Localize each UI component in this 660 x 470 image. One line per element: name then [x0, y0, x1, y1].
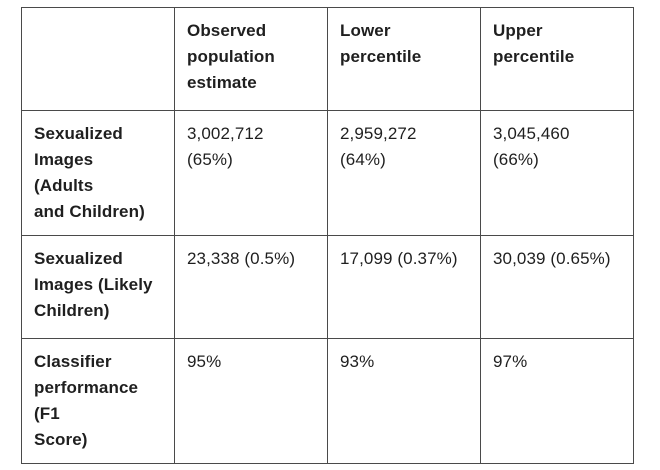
- column-header-upper-percentile: Upper percentile: [480, 7, 634, 111]
- results-table-container: Observed population estimate Lower perce…: [21, 7, 634, 464]
- population-estimate-table: Observed population estimate Lower perce…: [21, 7, 634, 464]
- cell-classifier-upper: 97%: [480, 338, 634, 464]
- cell-adults-children-upper: 3,045,460 (66%): [480, 110, 634, 236]
- cell-classifier-lower: 93%: [327, 338, 481, 464]
- cell-adults-children-lower: 2,959,272 (64%): [327, 110, 481, 236]
- column-header-lower-percentile: Lower percentile: [327, 7, 481, 111]
- row-header-classifier-performance-f1-score: Classifier performance (F1 Score): [21, 338, 175, 464]
- cell-likely-children-upper: 30,039 (0.65%): [480, 235, 634, 339]
- column-header-empty: [21, 7, 175, 111]
- row-header-sexualized-images-likely-children: Sexualized Images (Likely Children): [21, 235, 175, 339]
- cell-likely-children-lower: 17,099 (0.37%): [327, 235, 481, 339]
- table-row-sexualized-images-likely-children: Sexualized Images (Likely Children) 23,3…: [21, 235, 634, 339]
- column-header-observed-population-estimate: Observed population estimate: [174, 7, 328, 111]
- table-row-sexualized-images-adults-children: Sexualized Images (Adults and Children) …: [21, 110, 634, 236]
- table-row-classifier-performance: Classifier performance (F1 Score) 95% 93…: [21, 338, 634, 464]
- cell-likely-children-observed: 23,338 (0.5%): [174, 235, 328, 339]
- cell-adults-children-observed: 3,002,712 (65%): [174, 110, 328, 236]
- row-header-sexualized-images-adults-children: Sexualized Images (Adults and Children): [21, 110, 175, 236]
- table-header-row: Observed population estimate Lower perce…: [21, 7, 634, 111]
- cell-classifier-observed: 95%: [174, 338, 328, 464]
